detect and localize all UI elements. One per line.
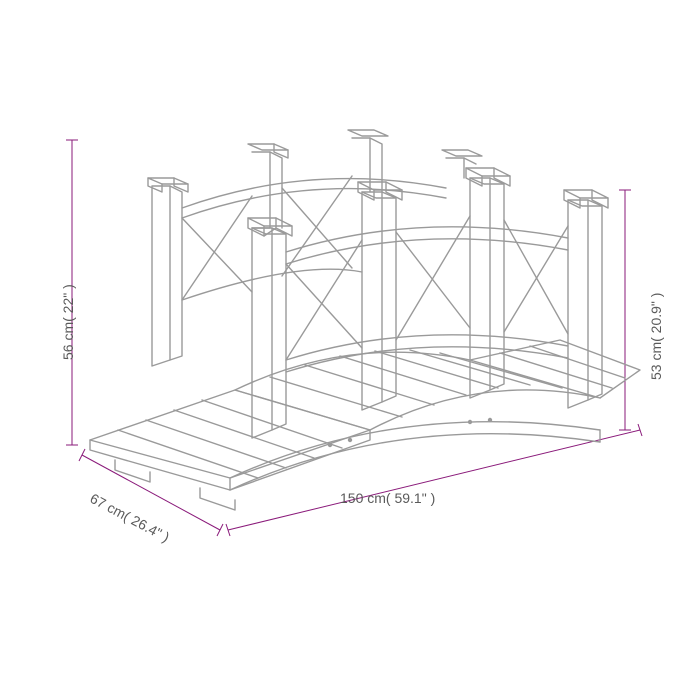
- bridge-outline: [90, 130, 640, 510]
- diagram-svg: [0, 0, 700, 700]
- diagram-canvas: 56 cm( 22" ) 53 cm( 20.9" ) 67 cm( 26.4"…: [0, 0, 700, 700]
- dim-label-height-total: 56 cm( 22" ): [60, 284, 76, 360]
- dim-label-height-rail: 53 cm( 20.9" ): [648, 293, 664, 380]
- dim-label-length: 150 cm( 59.1" ): [340, 490, 435, 506]
